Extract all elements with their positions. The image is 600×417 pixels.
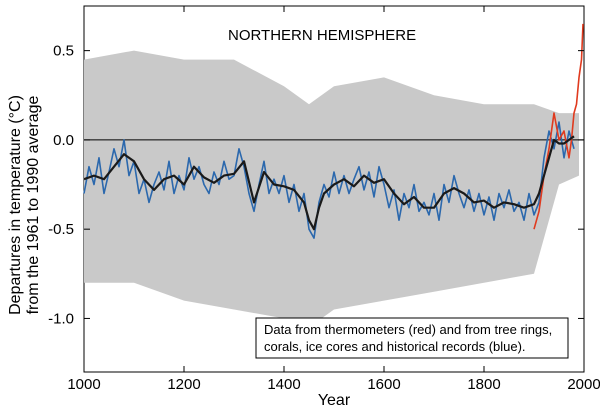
smoothed-series-line [83, 135, 575, 231]
x-tick-label: 1000 [67, 376, 100, 393]
y-axis-title-line1: Departures in temperature (°C) [7, 95, 24, 315]
chart-title: NORTHERN HEMISPHERE [228, 27, 416, 44]
annotation-box: Data from thermometers (red) and from tr… [255, 317, 569, 359]
y-axis-title-group: Departures in temperature (°C) from the … [7, 95, 42, 315]
x-tick-label: 2000 [567, 376, 600, 393]
y-axis-ticks: 0.5 0.0 -0.5 -1.0 [48, 43, 584, 327]
x-tick-label: 1400 [267, 376, 300, 393]
y-axis-title-line2: from the 1961 to 1990 average [25, 95, 42, 314]
annotation-line1: Data from thermometers (red) and from tr… [264, 322, 552, 337]
y-tick-label: 0.0 [53, 132, 74, 149]
x-tick-label: 1200 [167, 376, 200, 393]
proxy-series-line [83, 121, 575, 239]
x-axis-ticks: 1000 1200 1400 1600 1800 2000 [67, 6, 600, 393]
y-tick-label: 0.5 [53, 43, 74, 60]
uncertainty-band [84, 50, 579, 328]
x-tick-label: 1600 [367, 376, 400, 393]
y-tick-label: -1.0 [48, 310, 74, 327]
x-tick-label: 1800 [467, 376, 500, 393]
x-axis-title: Year [318, 392, 351, 409]
uncertainty-band-layer [84, 50, 579, 328]
series-layer [83, 23, 584, 239]
y-tick-label: -0.5 [48, 221, 74, 238]
annotation-line2: corals, ice cores and historical records… [264, 339, 526, 354]
